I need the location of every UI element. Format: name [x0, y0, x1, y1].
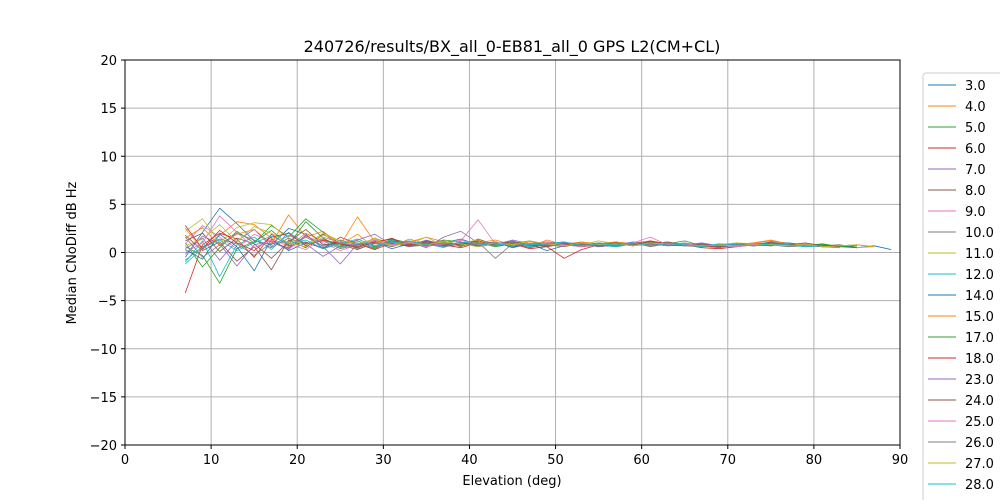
y-tick-label: 5 [109, 198, 117, 213]
x-tick-label: 20 [289, 453, 306, 468]
legend-label: 28.0 [965, 478, 994, 493]
x-tick-label: 40 [461, 453, 478, 468]
legend-label: 8.0 [965, 184, 986, 199]
y-tick-label: 15 [100, 102, 117, 117]
legend-box [922, 72, 1000, 504]
legend-label: 26.0 [965, 436, 994, 451]
y-tick-label: 20 [100, 54, 117, 69]
x-tick-label: 90 [892, 453, 909, 468]
legend-label: 4.0 [965, 100, 986, 115]
x-tick-label: 60 [633, 453, 650, 468]
legend-label: 9.0 [965, 205, 986, 220]
series-layer [184, 207, 892, 294]
legend-label: 12.0 [965, 268, 994, 283]
legend-label: 10.0 [965, 226, 994, 241]
legend-label: 15.0 [965, 310, 994, 325]
y-tick-label: 0 [109, 247, 117, 262]
axes: 0 10 20 30 40 50 60 70 80 90 −20 −15 −10 −5 0 5 10 15 20 [90, 54, 909, 468]
legend-label: 27.0 [965, 457, 994, 472]
x-tick-label: 80 [806, 453, 823, 468]
x-tick-label: 70 [720, 453, 737, 468]
x-tick-label: 10 [203, 453, 220, 468]
x-tick-label: 0 [121, 453, 129, 468]
legend-label: 24.0 [965, 394, 994, 409]
legend-label: 25.0 [965, 415, 994, 430]
legend-label: 17.0 [965, 331, 994, 346]
y-tick-label: 10 [100, 150, 117, 165]
legend-label: 7.0 [965, 163, 986, 178]
legend-label: 18.0 [965, 352, 994, 367]
x-tick-label: 50 [547, 453, 564, 468]
series-line-27.0 [185, 224, 857, 248]
y-tick-label: −10 [90, 343, 117, 358]
chart-title: 240726/results/BX_all_0-EB81_all_0 GPS L… [304, 37, 721, 57]
series-line-10.0 [185, 236, 806, 261]
legend-label: 6.0 [965, 142, 986, 157]
y-axis-label: Median CNoDiff dB Hz [65, 181, 80, 324]
legend-label: 5.0 [965, 121, 986, 136]
legend-label: 23.0 [965, 373, 994, 388]
legend: 3.0 4.0 5.0 6.0 7.0 8.0 9.0 10.0 11.0 12.0 14.0 15.… [922, 72, 1000, 504]
y-tick-label: −15 [90, 391, 117, 406]
series-line-28.0 [185, 235, 823, 265]
legend-label: 14.0 [965, 289, 994, 304]
legend-label: 3.0 [965, 79, 986, 94]
y-tick-label: −5 [98, 295, 117, 310]
x-axis-label: Elevation (deg) [462, 474, 561, 489]
y-tick-label: −20 [90, 439, 117, 454]
x-tick-label: 30 [375, 453, 392, 468]
legend-label: 11.0 [965, 247, 994, 262]
